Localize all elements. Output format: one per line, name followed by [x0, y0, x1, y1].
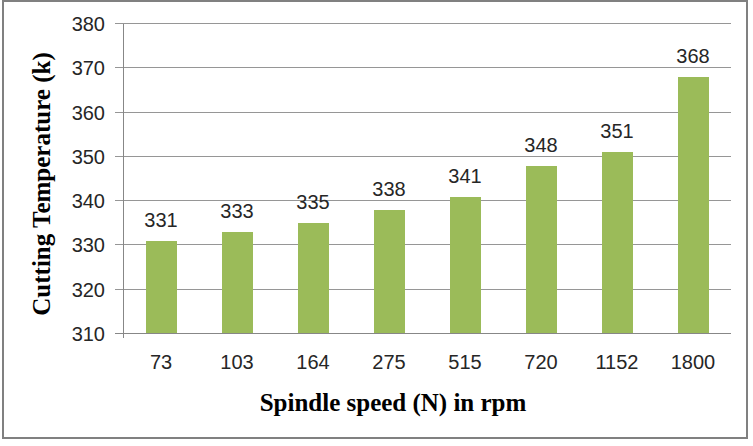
bar-value-label: 348 [511, 134, 571, 156]
bar-value-label: 335 [283, 191, 343, 213]
y-tick-label: 370 [55, 57, 105, 79]
y-axis-line [123, 24, 124, 338]
y-axis-title: Cutting Temperature (k) [27, 24, 57, 344]
gridline [115, 289, 731, 290]
bar [526, 166, 557, 333]
x-tick-label: 73 [123, 351, 199, 373]
bar-value-label: 333 [207, 200, 267, 222]
y-tick-label: 330 [55, 234, 105, 256]
gridline [115, 112, 731, 113]
y-tick-label: 380 [55, 13, 105, 35]
x-tick-label: 515 [427, 351, 503, 373]
bar-value-label: 368 [663, 45, 723, 67]
x-tick-label: 1152 [579, 351, 655, 373]
gridline [115, 23, 731, 24]
x-tick-label: 103 [199, 351, 275, 373]
x-tick-label: 164 [275, 351, 351, 373]
x-tick-label: 275 [351, 351, 427, 373]
bar-value-label: 338 [359, 178, 419, 200]
bar-value-label: 351 [587, 120, 647, 142]
x-axis-line [115, 333, 731, 334]
bar [146, 241, 177, 333]
bar [222, 232, 253, 333]
bar [298, 223, 329, 333]
gridline [115, 67, 731, 68]
x-tick-label: 720 [503, 351, 579, 373]
bar [602, 152, 633, 333]
x-tick-label: 1800 [655, 351, 731, 373]
y-tick-label: 310 [55, 323, 105, 345]
y-tick-label: 360 [55, 102, 105, 124]
bar-value-label: 341 [435, 165, 495, 187]
y-tick-label: 350 [55, 146, 105, 168]
y-tick-label: 340 [55, 190, 105, 212]
y-tick-label: 320 [55, 279, 105, 301]
bar-value-label: 331 [131, 209, 191, 231]
bar-chart: Cutting Temperature (k) Spindle speed (N… [0, 0, 753, 446]
x-axis-title: Spindle speed (N) in rpm [89, 390, 697, 416]
bar [450, 197, 481, 333]
gridline [115, 156, 731, 157]
gridline [115, 244, 731, 245]
bar [678, 77, 709, 333]
bar [374, 210, 405, 333]
